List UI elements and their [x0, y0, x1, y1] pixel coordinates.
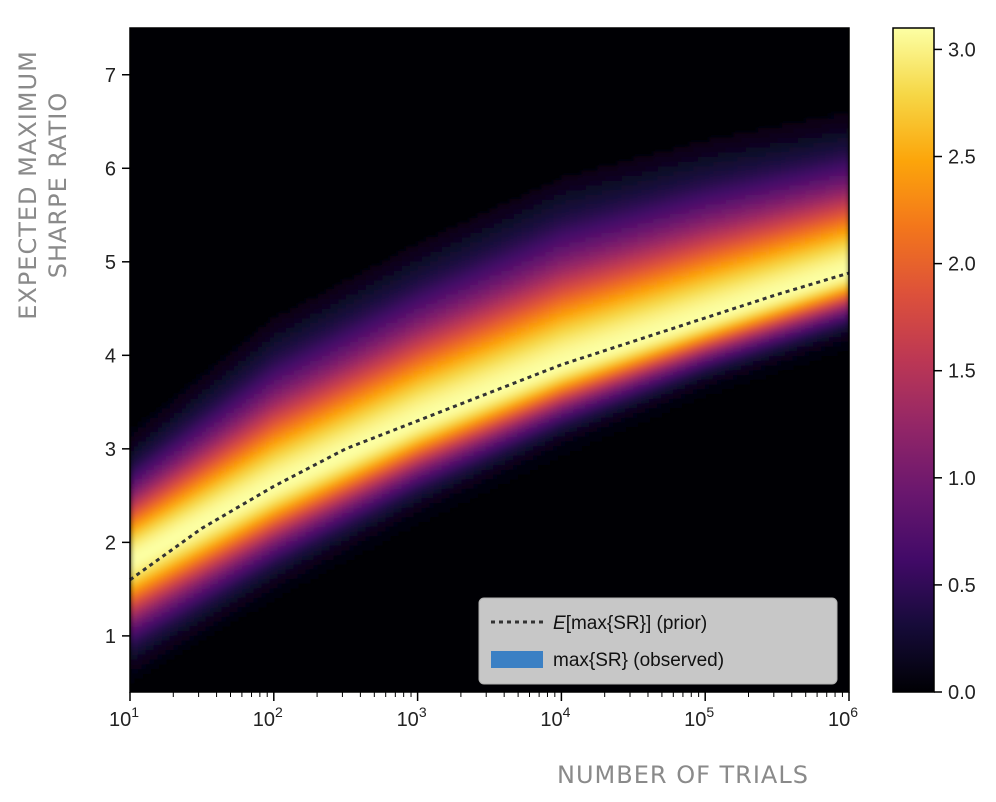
plot-frame: [129, 27, 850, 693]
y-tick-label: 1: [105, 626, 116, 648]
x-tick-label: 102: [253, 704, 283, 731]
colorbar-gradient: [892, 27, 935, 693]
x-tick-label: 103: [397, 704, 427, 731]
legend: E[max{SR}] (prior) max{SR} (observed): [478, 597, 838, 685]
x-axis-title: NUMBER OF TRIALS: [557, 761, 809, 789]
plot-area: [129, 27, 850, 693]
legend-observed-label: max{SR} (observed): [553, 650, 724, 671]
legend-box: [478, 597, 838, 685]
x-axis: 101 102 103 104 105 106: [109, 692, 858, 731]
y-tick-label: 6: [105, 158, 116, 180]
legend-observed-swatch: [491, 651, 543, 668]
heatmap-band: [130, 113, 849, 684]
colorbar-tick-label: 0.0: [948, 682, 976, 704]
x-tick-label: 101: [109, 704, 139, 731]
y-tick-label: 4: [105, 345, 116, 367]
y-tick-label: 5: [105, 252, 116, 274]
y-tick-label: 3: [105, 439, 116, 461]
x-tick-label: 105: [684, 704, 714, 731]
colorbar-tick-label: 1.5: [948, 361, 976, 383]
y-axis: 1 2 3 4 5 6 7: [105, 65, 130, 648]
colorbar-tick-label: 3.0: [948, 39, 976, 61]
x-tick-label: 106: [828, 704, 858, 731]
y-tick-label: 7: [105, 65, 116, 87]
colorbar: 0.0 0.5 1.0 1.5 2.0 2.5 3.0: [892, 27, 976, 704]
x-tick-label: 104: [540, 704, 570, 731]
legend-prior-label: E[max{SR}] (prior): [553, 613, 707, 634]
colorbar-tick-label: 0.5: [948, 575, 976, 597]
colorbar-tick-label: 2.5: [948, 147, 976, 169]
y-tick-label: 2: [105, 532, 116, 554]
y-axis-title-line-2: SHARPE RATIO: [44, 92, 72, 279]
colorbar-tick-label: 2.0: [948, 254, 976, 276]
y-axis-title-line-1: EXPECTED MAXIMUM: [14, 50, 42, 320]
colorbar-tick-label: 1.0: [948, 468, 976, 490]
